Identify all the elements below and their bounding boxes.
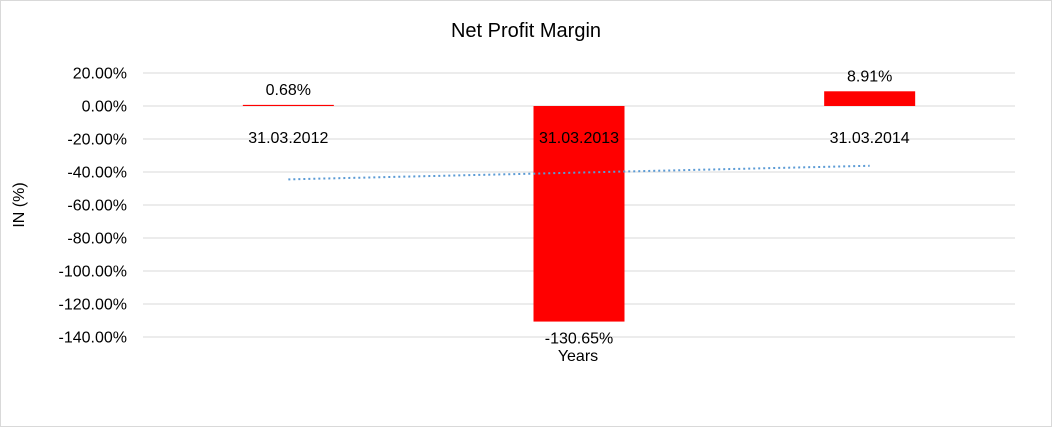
y-tick-label: 0.00% <box>82 99 127 116</box>
chart-title: Net Profit Margin <box>451 20 601 42</box>
y-axis-label: IN (%) <box>11 182 28 227</box>
x-tick-label: 31.03.2012 <box>248 130 328 147</box>
y-tick-label: -100.00% <box>59 264 128 281</box>
x-axis-label: Years <box>558 348 598 365</box>
bar <box>824 91 916 106</box>
y-tick-label: -60.00% <box>67 198 127 215</box>
bar <box>242 104 334 106</box>
trendline <box>288 164 870 181</box>
y-tick-label: -80.00% <box>67 231 127 248</box>
y-tick-label: 20.00% <box>73 66 127 83</box>
data-label: 8.91% <box>847 68 892 85</box>
y-tick-label: -20.00% <box>67 132 127 149</box>
y-tick-label: -40.00% <box>67 165 127 182</box>
x-tick-label: 31.03.2014 <box>830 130 910 147</box>
x-tick-label: 31.03.2013 <box>539 130 619 147</box>
data-label: -130.65% <box>545 331 614 348</box>
data-label: 0.68% <box>266 82 311 99</box>
y-tick-label: -120.00% <box>59 297 128 314</box>
bar <box>533 106 625 322</box>
y-tick-label: -140.00% <box>59 330 128 347</box>
